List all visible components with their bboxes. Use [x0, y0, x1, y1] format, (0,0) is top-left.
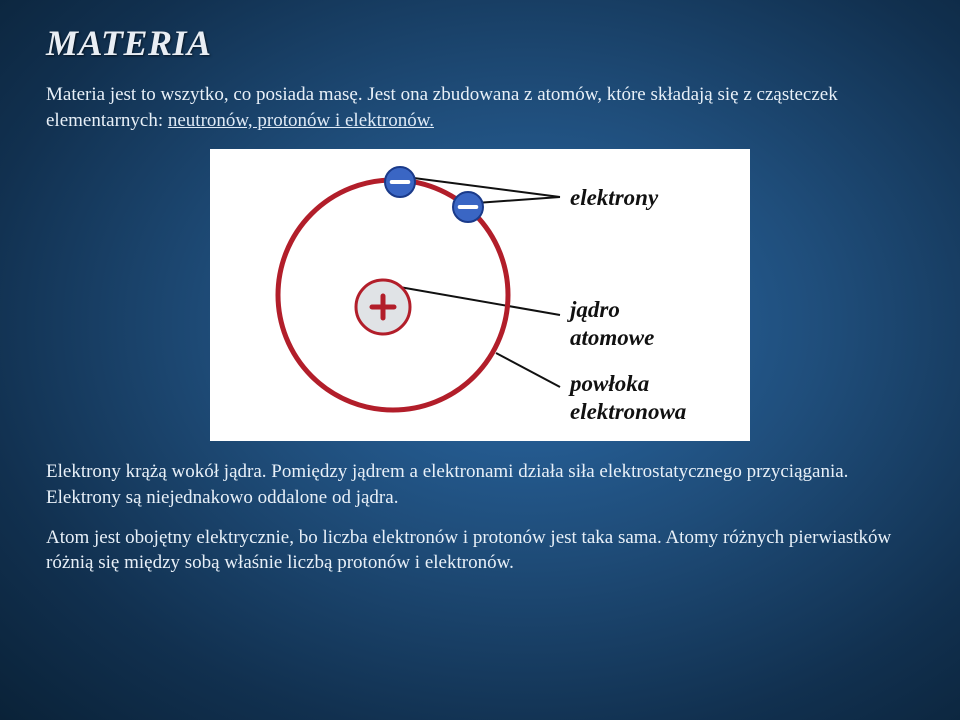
paragraph-2: Elektrony krążą wokół jądra. Pomiędzy ją…	[46, 459, 914, 510]
intro-paragraph: Materia jest to wszytko, co posiada masę…	[46, 82, 914, 133]
paragraph-3: Atom jest obojętny elektrycznie, bo licz…	[46, 525, 914, 576]
svg-text:elektronowa: elektronowa	[570, 399, 686, 424]
atom-diagram: elektrony jądro atomowe powłoka elektronowa	[210, 149, 750, 441]
intro-link-underlined: neutronów, protonów i elektronów.	[168, 110, 434, 131]
svg-text:jądro: jądro	[566, 297, 620, 322]
svg-text:atomowe: atomowe	[570, 325, 654, 350]
slide: MATERIA Materia jest to wszytko, co posi…	[0, 0, 960, 720]
svg-text:elektrony: elektrony	[570, 185, 659, 210]
intro-text: Materia jest to wszytko, co posiada masę…	[46, 84, 838, 131]
atom-diagram-svg: elektrony jądro atomowe powłoka elektronowa	[218, 155, 742, 435]
page-title: MATERIA	[46, 22, 914, 64]
svg-text:powłoka: powłoka	[568, 371, 649, 396]
